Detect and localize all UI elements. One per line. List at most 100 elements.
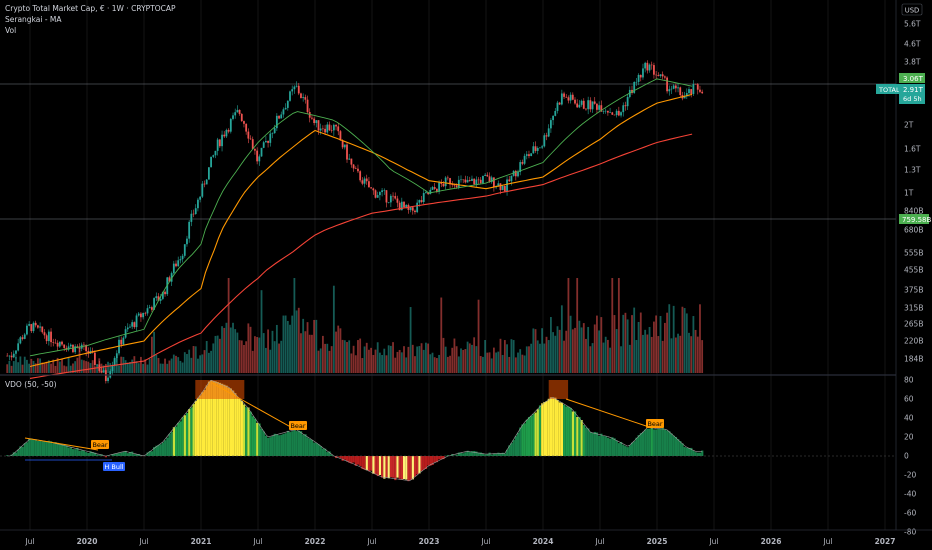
vdo-bar-193 [429, 456, 432, 466]
candle-body-249 [552, 115, 554, 121]
candle-body-117 [262, 142, 265, 148]
vdo-bar-142 [317, 444, 320, 456]
volume-bar-172 [383, 348, 386, 373]
volume-bar-313 [692, 316, 695, 373]
symbol-tag: TOTAL [876, 84, 900, 94]
volume-bar-127 [284, 315, 287, 373]
candle-body-93 [210, 156, 212, 168]
candle-body-26 [63, 344, 66, 348]
vdo-bar-163 [363, 456, 366, 470]
vdo-bar-12 [32, 439, 35, 456]
time-tick-label: Jul [594, 537, 604, 546]
volume-bar-100 [225, 322, 228, 373]
candle-body-144 [321, 128, 324, 130]
currency-badge[interactable]: USD [901, 3, 923, 16]
volume-bar-256 [567, 278, 570, 373]
candle-body-175 [389, 195, 392, 203]
time-tick-label: 2027 [875, 537, 896, 546]
vdo-bar-8 [23, 443, 26, 456]
volume-bar-6 [19, 356, 22, 373]
candle-body-58 [133, 322, 136, 328]
candle-body-219 [486, 174, 489, 177]
candle-body-296 [655, 74, 658, 76]
candle-body-240 [532, 146, 535, 154]
volume-bar-279 [617, 278, 620, 373]
vdo-bar-177 [394, 456, 397, 481]
candle-body-294 [650, 64, 653, 66]
candle-body-292 [646, 62, 649, 71]
vdo-bar-269 [595, 432, 599, 456]
candle-body-168 [374, 190, 377, 198]
volume-bar-255 [565, 330, 568, 373]
volume-bar-63 [144, 359, 147, 373]
time-tick-label: Jul [708, 537, 718, 546]
vdo-bar-237 [525, 419, 528, 456]
candle-body-6 [19, 337, 22, 344]
volume-indicator-label: Vol [5, 26, 17, 35]
vdo-tick-label: 40 [904, 414, 914, 423]
vdo-bar-77 [175, 426, 178, 456]
volume-bar-156 [348, 340, 351, 373]
candle-body-244 [541, 146, 544, 148]
candle-body-15 [39, 326, 41, 328]
vdo-bar-245 [543, 401, 546, 456]
vdo-bar-100 [225, 385, 228, 456]
time-tick-label: Jul [252, 537, 262, 546]
volume-bar-2 [10, 365, 13, 373]
price-tick-label: 265B [904, 320, 923, 329]
vdo-bar-26 [63, 444, 66, 456]
vdo-bar-21 [52, 443, 55, 456]
candle-body-137 [306, 99, 309, 113]
volume-bar-207 [460, 348, 462, 373]
vdo-bar-267 [591, 432, 594, 456]
volume-bar-302 [668, 304, 671, 373]
volume-bar-298 [659, 315, 662, 373]
candle-body-89 [201, 183, 204, 197]
volume-bar-228 [506, 344, 508, 373]
vdo-bar-293 [648, 428, 651, 456]
volume-bar-197 [438, 354, 440, 373]
vdo-bar-138 [308, 438, 311, 456]
vdo-bar-207 [460, 452, 463, 456]
divergence-line-2 [211, 382, 297, 431]
vdo-bar-195 [433, 456, 436, 463]
candle-body-204 [453, 184, 456, 186]
candle-body-11 [30, 324, 33, 332]
candle-body-53 [122, 337, 125, 345]
candle-body-28 [67, 346, 70, 350]
vdo-bar-252 [558, 402, 561, 456]
countdown-text: 6d 5h [903, 95, 922, 103]
ma-mid-line [29, 93, 693, 368]
candle-body-5 [17, 343, 20, 351]
vdo-bar-127 [284, 433, 287, 456]
vdo-bar-186 [413, 456, 417, 477]
volume-bar-195 [433, 357, 436, 373]
candle-body-160 [357, 168, 359, 172]
vdo-bar-112 [251, 416, 254, 456]
candle-body-138 [308, 112, 311, 118]
candle-body-106 [238, 109, 241, 114]
vdo-bar-215 [477, 452, 480, 456]
candle-body-194 [431, 187, 434, 190]
candle-body-63 [144, 312, 147, 314]
candle-body-24 [58, 341, 61, 347]
vdo-bar-226 [501, 452, 504, 456]
vdo-bar-197 [438, 456, 441, 460]
vdo-bar-171 [381, 456, 384, 478]
vdo-bar-59 [135, 454, 138, 456]
vdo-bar-123 [275, 434, 279, 456]
vdo-bar-311 [688, 447, 691, 456]
vdo-bar-22 [54, 442, 57, 456]
vdo-bar-156 [348, 456, 351, 463]
vdo-bar-183 [407, 456, 410, 482]
vdo-bar-206 [457, 452, 461, 456]
candle-body-33 [78, 347, 81, 349]
volume-bar-159 [354, 355, 357, 373]
chart-title: Crypto Total Market Cap, € · 1W · CRYPTO… [5, 4, 176, 13]
volume-bar-151 [337, 325, 340, 373]
candle-body-48 [111, 365, 114, 372]
volume-bar-286 [633, 307, 636, 373]
volume-bar-104 [234, 329, 237, 373]
time-axis-ticks[interactable]: Jul 2020 Jul 2021 Jul 2022 Jul 2023 Jul 2024 Jul 20… [24, 537, 895, 546]
